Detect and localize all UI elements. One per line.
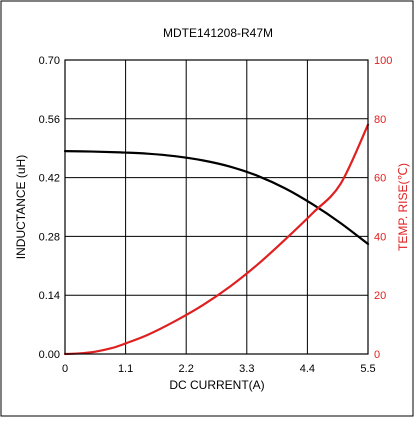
y-tick-label: 0.14 [39,290,60,302]
x-tick-labels: 0 1.1 2.2 3.3 4.4 5.5 [62,363,376,375]
x-tick-label: 2.2 [179,363,194,375]
y-tick-label: 0.56 [39,114,60,126]
plot-frame [64,59,369,355]
y2-tick-label: 100 [374,55,392,67]
y-tick-label: 0.42 [39,173,60,185]
x-axis-label: DC CURRENT(A) [169,378,264,392]
x-tick-label: 4.4 [300,363,315,375]
chart-title: MDTE141208-R47M [163,26,273,40]
y2-axis-label: TEMP. RISE(℃) [396,163,410,251]
temp-rise-curve [63,123,370,356]
inductance-curve [63,150,370,246]
y2-tick-labels: 0 20 40 60 80 100 [374,55,392,361]
y2-tick-label: 40 [374,231,386,243]
y-tick-label: 0.00 [39,349,60,361]
x-tick-label: 1.1 [118,363,133,375]
y-tick-label: 0.70 [39,55,60,67]
y-tick-labels: 0.00 0.14 0.28 0.42 0.56 0.70 [39,55,60,361]
y-axis-label: INDUCTANCE (uH) [14,155,28,259]
y2-tick-label: 60 [374,173,386,185]
x-tick-label: 3.3 [239,363,254,375]
y2-tick-label: 20 [374,290,386,302]
series-layer [63,123,370,356]
x-tick-label: 5.5 [360,363,375,375]
y-tick-label: 0.28 [39,231,60,243]
x-tick-label: 0 [62,363,68,375]
y2-tick-label: 80 [374,114,386,126]
y2-tick-label: 0 [374,349,380,361]
